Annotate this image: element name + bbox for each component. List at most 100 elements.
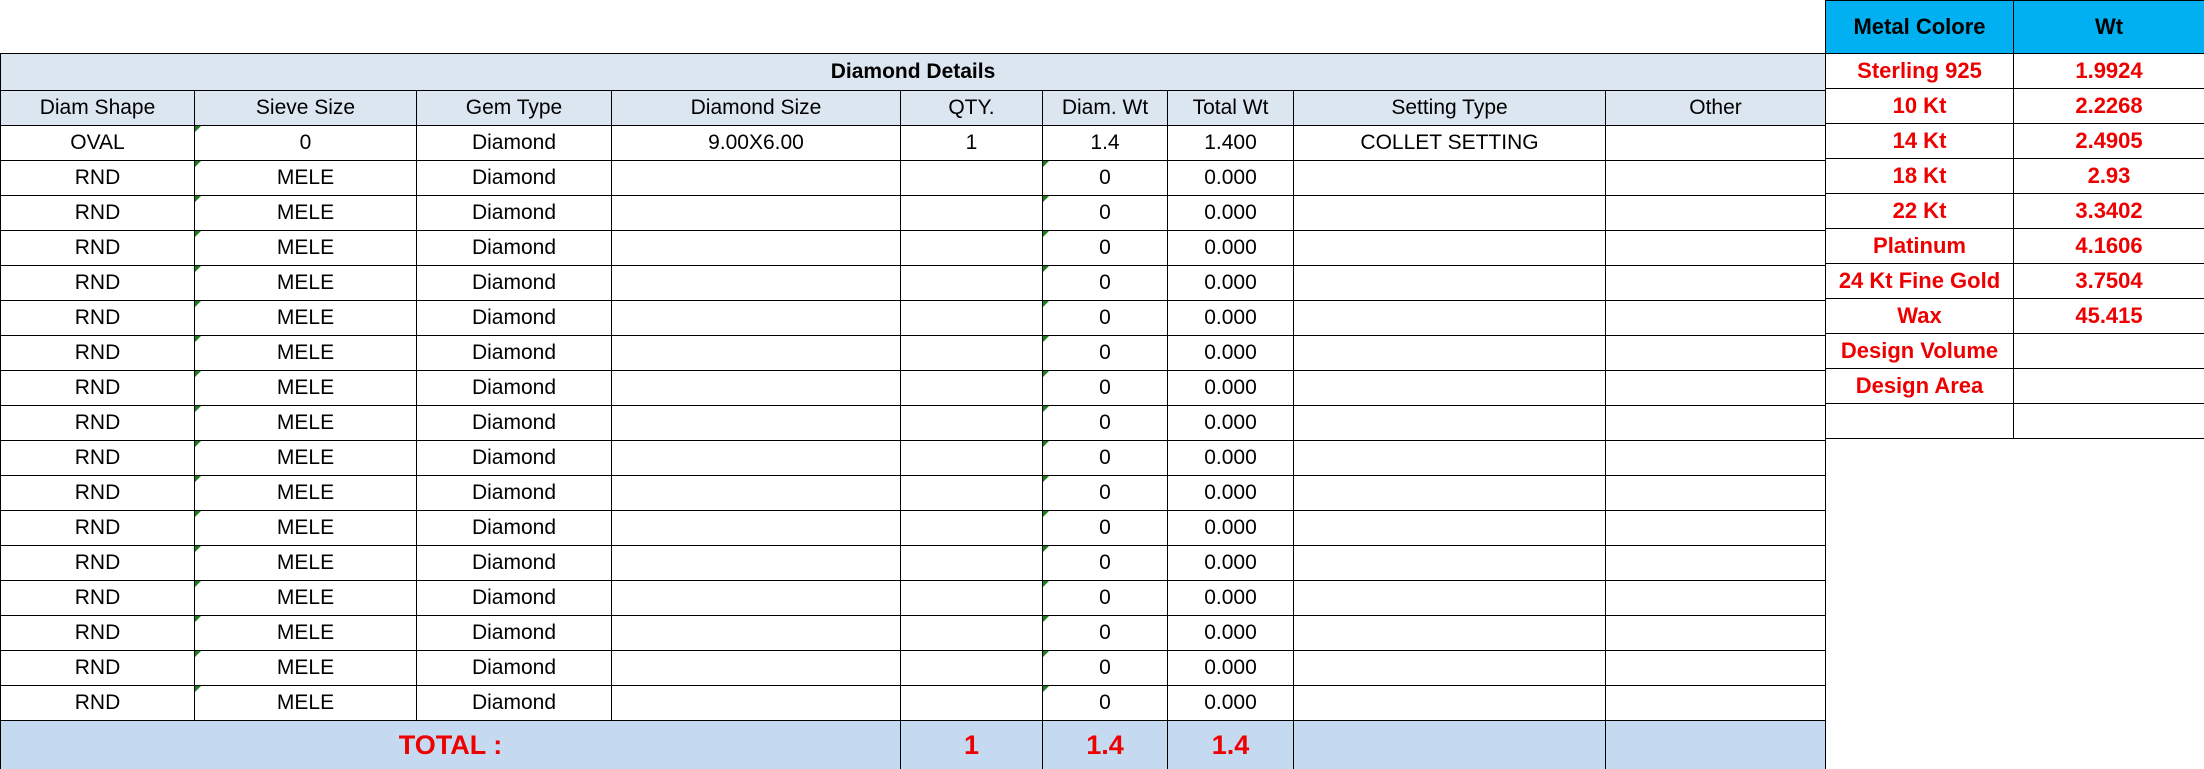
cell-setting-type[interactable]: [1294, 441, 1606, 476]
cell-total-wt[interactable]: 0.000: [1168, 476, 1294, 511]
cell-diamond-size[interactable]: [612, 196, 901, 231]
cell-diamond-size[interactable]: [612, 406, 901, 441]
total-qty[interactable]: 1: [901, 721, 1043, 769]
cell-other[interactable]: [1606, 651, 1826, 686]
cell-setting-type[interactable]: [1294, 546, 1606, 581]
cell-diam-wt[interactable]: 0: [1043, 301, 1168, 336]
metal-wt-cell[interactable]: [2014, 334, 2204, 369]
total-label[interactable]: TOTAL :: [1, 721, 901, 769]
cell-qty[interactable]: [901, 441, 1043, 476]
cell-gem-type[interactable]: Diamond: [417, 476, 612, 511]
cell-setting-type[interactable]: [1294, 161, 1606, 196]
cell-diam-wt[interactable]: 0: [1043, 406, 1168, 441]
cell-total-wt[interactable]: 0.000: [1168, 301, 1294, 336]
cell-total-wt[interactable]: 0.000: [1168, 441, 1294, 476]
cell-diam-wt[interactable]: 0: [1043, 266, 1168, 301]
cell-total-wt[interactable]: 0.000: [1168, 371, 1294, 406]
cell-diamond-size[interactable]: [612, 686, 901, 721]
cell-diamond-size[interactable]: [612, 546, 901, 581]
cell-sieve-size[interactable]: 0: [195, 126, 417, 161]
cell-qty[interactable]: [901, 161, 1043, 196]
cell-qty[interactable]: [901, 336, 1043, 371]
total-diam-wt[interactable]: 1.4: [1043, 721, 1168, 769]
cell-total-wt[interactable]: 1.400: [1168, 126, 1294, 161]
cell-setting-type[interactable]: [1294, 686, 1606, 721]
cell-total-wt[interactable]: 0.000: [1168, 651, 1294, 686]
metal-name-cell[interactable]: 22 Kt: [1826, 194, 2014, 229]
cell-diam-shape[interactable]: RND: [1, 371, 195, 406]
cell-other[interactable]: [1606, 231, 1826, 266]
metal-wt-cell[interactable]: 2.93: [2014, 159, 2204, 194]
cell-other[interactable]: [1606, 441, 1826, 476]
cell-diam-wt[interactable]: 0: [1043, 161, 1168, 196]
cell-setting-type[interactable]: [1294, 581, 1606, 616]
cell-diam-shape[interactable]: RND: [1, 196, 195, 231]
column-header-diam-wt[interactable]: Diam. Wt: [1043, 91, 1168, 126]
cell-sieve-size[interactable]: MELE: [195, 196, 417, 231]
cell-diam-wt[interactable]: 1.4: [1043, 126, 1168, 161]
metal-name-cell[interactable]: Wax: [1826, 299, 2014, 334]
total-other[interactable]: [1606, 721, 1826, 769]
cell-qty[interactable]: [901, 581, 1043, 616]
cell-total-wt[interactable]: 0.000: [1168, 616, 1294, 651]
cell-total-wt[interactable]: 0.000: [1168, 231, 1294, 266]
total-setting-type[interactable]: [1294, 721, 1606, 769]
cell-other[interactable]: [1606, 161, 1826, 196]
cell-diam-shape[interactable]: RND: [1, 336, 195, 371]
cell-gem-type[interactable]: Diamond: [417, 581, 612, 616]
cell-sieve-size[interactable]: MELE: [195, 581, 417, 616]
cell-setting-type[interactable]: [1294, 371, 1606, 406]
cell-diam-shape[interactable]: RND: [1, 581, 195, 616]
cell-diam-wt[interactable]: 0: [1043, 581, 1168, 616]
metal-wt-cell[interactable]: 3.3402: [2014, 194, 2204, 229]
column-header-gem-type[interactable]: Gem Type: [417, 91, 612, 126]
metal-wt-cell[interactable]: 1.9924: [2014, 54, 2204, 89]
cell-qty[interactable]: [901, 371, 1043, 406]
cell-diamond-size[interactable]: [612, 336, 901, 371]
cell-diam-shape[interactable]: RND: [1, 476, 195, 511]
cell-qty[interactable]: [901, 196, 1043, 231]
cell-gem-type[interactable]: Diamond: [417, 406, 612, 441]
metal-wt-cell[interactable]: 2.4905: [2014, 124, 2204, 159]
cell-sieve-size[interactable]: MELE: [195, 266, 417, 301]
cell-sieve-size[interactable]: MELE: [195, 476, 417, 511]
cell-setting-type[interactable]: [1294, 231, 1606, 266]
cell-setting-type[interactable]: [1294, 196, 1606, 231]
cell-diamond-size[interactable]: [612, 371, 901, 406]
total-total-wt[interactable]: 1.4: [1168, 721, 1294, 769]
cell-diamond-size[interactable]: [612, 651, 901, 686]
cell-diam-wt[interactable]: 0: [1043, 371, 1168, 406]
metal-name-cell[interactable]: 14 Kt: [1826, 124, 2014, 159]
cell-diam-shape[interactable]: RND: [1, 441, 195, 476]
metal-name-cell[interactable]: [1826, 404, 2014, 439]
cell-diamond-size[interactable]: [612, 616, 901, 651]
cell-total-wt[interactable]: 0.000: [1168, 686, 1294, 721]
cell-diam-shape[interactable]: RND: [1, 301, 195, 336]
cell-gem-type[interactable]: Diamond: [417, 686, 612, 721]
cell-total-wt[interactable]: 0.000: [1168, 266, 1294, 301]
column-header-qty[interactable]: QTY.: [901, 91, 1043, 126]
cell-qty[interactable]: [901, 476, 1043, 511]
cell-diam-shape[interactable]: RND: [1, 651, 195, 686]
cell-total-wt[interactable]: 0.000: [1168, 196, 1294, 231]
cell-diam-wt[interactable]: 0: [1043, 441, 1168, 476]
cell-gem-type[interactable]: Diamond: [417, 161, 612, 196]
column-header-diam-shape[interactable]: Diam Shape: [1, 91, 195, 126]
cell-qty[interactable]: [901, 301, 1043, 336]
cell-qty[interactable]: [901, 511, 1043, 546]
cell-other[interactable]: [1606, 406, 1826, 441]
cell-diam-wt[interactable]: 0: [1043, 651, 1168, 686]
cell-other[interactable]: [1606, 686, 1826, 721]
cell-diamond-size[interactable]: [612, 441, 901, 476]
cell-diamond-size[interactable]: [612, 301, 901, 336]
cell-qty[interactable]: [901, 231, 1043, 266]
cell-other[interactable]: [1606, 511, 1826, 546]
cell-setting-type[interactable]: [1294, 336, 1606, 371]
cell-other[interactable]: [1606, 301, 1826, 336]
cell-total-wt[interactable]: 0.000: [1168, 581, 1294, 616]
diamond-details-title[interactable]: Diamond Details: [1, 54, 1826, 91]
wt-header[interactable]: Wt: [2014, 1, 2204, 54]
cell-diamond-size[interactable]: [612, 161, 901, 196]
cell-diam-wt[interactable]: 0: [1043, 686, 1168, 721]
cell-gem-type[interactable]: Diamond: [417, 231, 612, 266]
